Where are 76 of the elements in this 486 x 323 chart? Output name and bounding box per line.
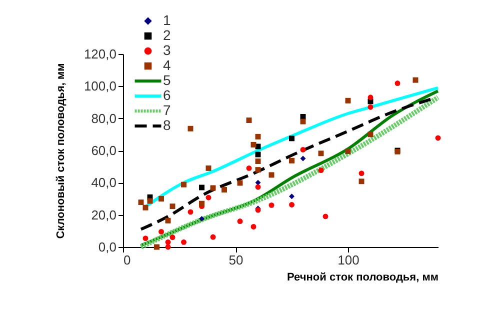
point — [222, 187, 227, 192]
point — [142, 204, 148, 210]
point — [181, 239, 186, 245]
point — [268, 202, 274, 208]
point — [318, 150, 324, 156]
point — [255, 152, 261, 158]
point — [300, 146, 306, 152]
x-tick-label: 100 — [338, 252, 360, 268]
point — [237, 218, 243, 224]
point — [435, 135, 441, 141]
point — [289, 202, 294, 208]
point — [206, 194, 212, 200]
y-tick-label: 80,0 — [91, 110, 116, 126]
y-axis-title: Склоновый сток половодья, мм — [54, 63, 67, 239]
point — [250, 224, 256, 230]
point — [412, 77, 418, 83]
point — [170, 204, 176, 210]
legend-label: 3 — [163, 42, 171, 58]
legend-label: 4 — [163, 57, 171, 73]
point — [246, 165, 252, 171]
x-tick-label: 0 — [124, 252, 131, 268]
point — [165, 218, 171, 224]
point — [188, 126, 194, 132]
point — [289, 194, 294, 200]
point — [289, 136, 294, 142]
point — [138, 200, 144, 206]
point — [199, 216, 204, 222]
point — [318, 168, 324, 174]
legend-label: 1 — [163, 12, 171, 28]
point — [255, 134, 261, 140]
point — [188, 209, 194, 215]
point — [255, 184, 261, 190]
point — [165, 244, 171, 250]
point — [250, 142, 256, 148]
point — [199, 184, 204, 190]
y-tick-label: 120,0 — [84, 46, 116, 62]
legend-label: 2 — [163, 27, 171, 43]
point — [181, 182, 186, 188]
legend-label: 7 — [163, 102, 171, 118]
point — [246, 118, 252, 123]
point — [165, 239, 171, 245]
point — [358, 170, 364, 176]
point — [368, 94, 374, 100]
point — [142, 236, 148, 242]
legend-label: 6 — [163, 87, 171, 103]
point — [199, 200, 204, 206]
point — [322, 214, 328, 220]
point — [300, 156, 306, 162]
y-tick-label: 40,0 — [91, 175, 116, 190]
point — [289, 158, 294, 164]
point — [368, 132, 374, 138]
point — [345, 98, 351, 104]
point — [300, 118, 306, 124]
y-tick-label: 60,0 — [91, 143, 116, 158]
y-tick-label: 20,0 — [91, 207, 116, 222]
x-tick-label: 50 — [228, 252, 244, 268]
point — [368, 104, 374, 110]
point — [237, 180, 243, 186]
point — [358, 178, 364, 184]
y-tick-label: 0,0 — [98, 240, 116, 254]
legend-label: 5 — [163, 72, 171, 88]
point — [394, 80, 400, 86]
point — [158, 196, 164, 202]
point — [154, 244, 160, 250]
point — [255, 158, 261, 164]
point — [206, 165, 212, 171]
point — [210, 185, 216, 191]
legend-label: 8 — [163, 117, 171, 133]
point — [345, 148, 351, 154]
y-tick-label: 100,0 — [84, 78, 116, 94]
point — [268, 172, 274, 178]
point — [255, 167, 261, 173]
point — [158, 228, 164, 234]
point — [210, 234, 216, 240]
x-axis-title: Речной сток половодья, мм — [286, 272, 438, 284]
point — [170, 234, 176, 240]
